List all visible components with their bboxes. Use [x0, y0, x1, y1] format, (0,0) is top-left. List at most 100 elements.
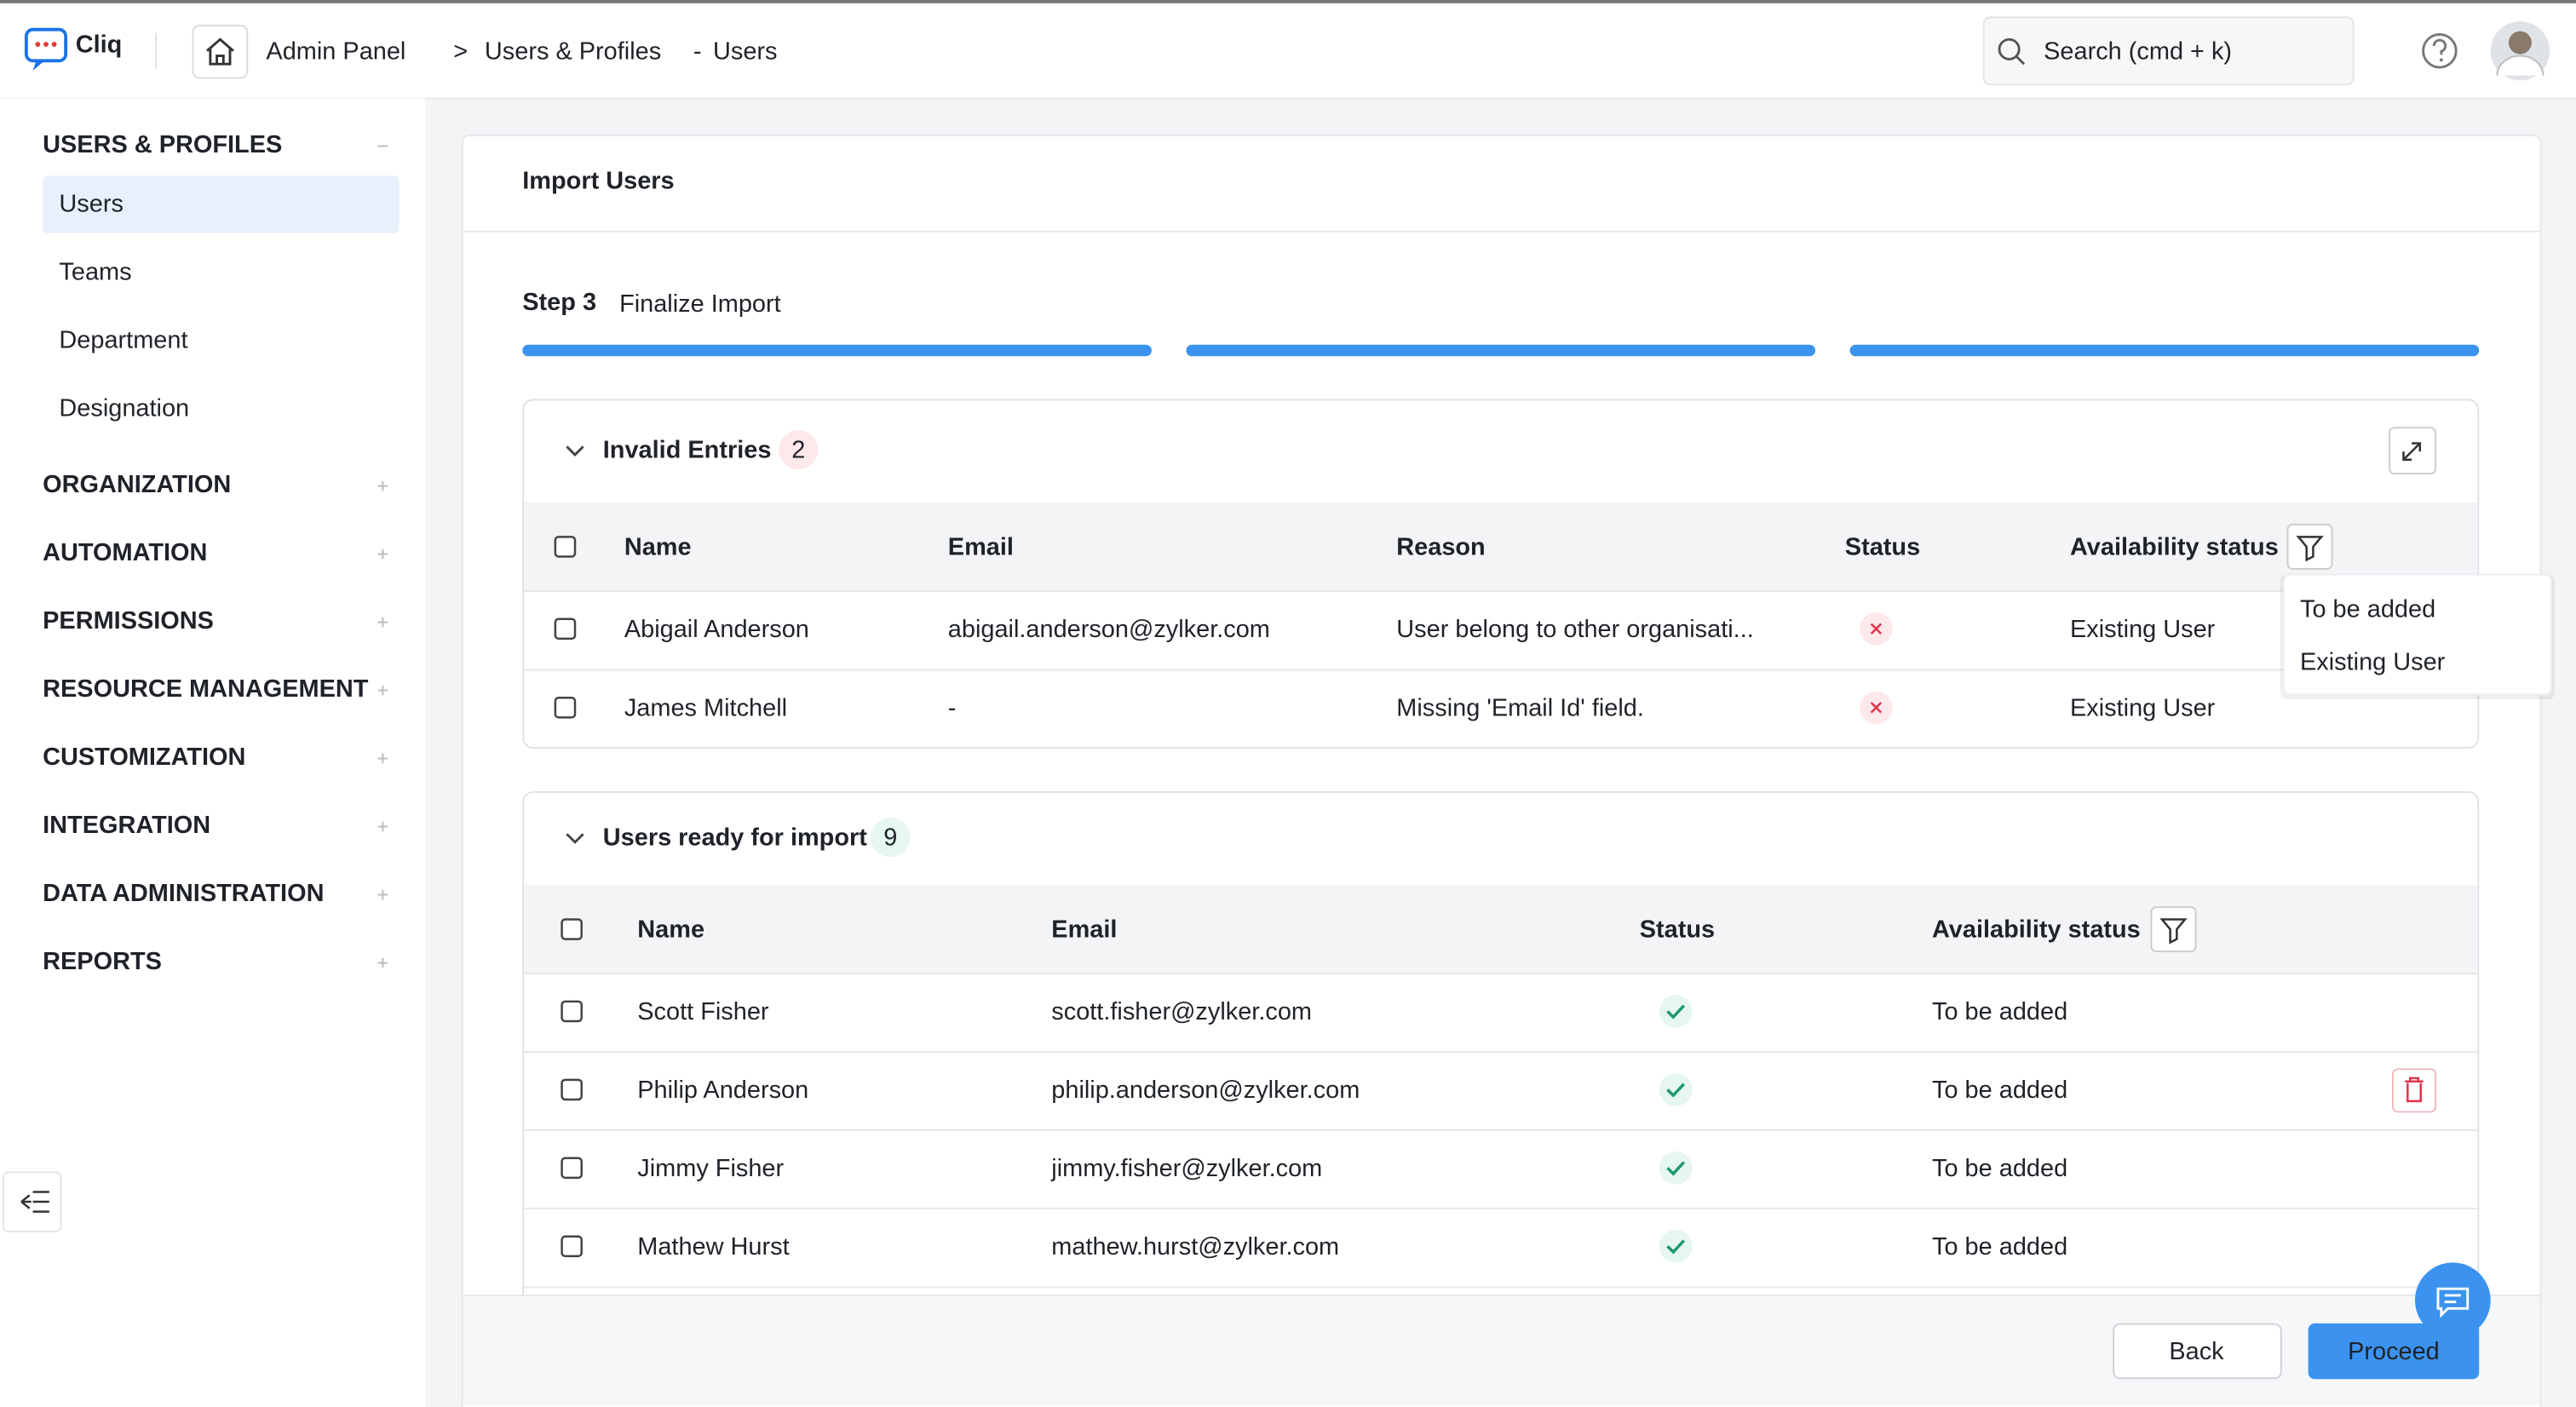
filter-icon: [2159, 918, 2188, 945]
filter-icon: [2296, 536, 2324, 562]
cell-name: James Mitchell: [624, 694, 787, 721]
column-header: Email: [1051, 916, 1117, 944]
cell-availability: To be added: [1932, 1155, 2067, 1182]
checkbox[interactable]: [561, 1078, 583, 1101]
breadcrumb-item[interactable]: Users & Profiles: [485, 37, 661, 65]
cell-name: Abigail Anderson: [624, 616, 809, 643]
cell-name: Mathew Hurst: [637, 1233, 789, 1261]
proceed-button-label[interactable]: Proceed: [2348, 1338, 2440, 1365]
sidebar-section[interactable]: PERMISSIONS: [43, 607, 214, 635]
sidebar-item[interactable]: Department: [59, 327, 187, 354]
status-valid: [1659, 995, 1693, 1028]
cell-email: philip.anderson@zylker.com: [1051, 1077, 1360, 1104]
search-box[interactable]: [1982, 16, 2355, 86]
sidebar-item[interactable]: Users: [59, 191, 124, 218]
column-header: Availability status: [1932, 916, 2141, 944]
status-valid: [1659, 1230, 1693, 1263]
home-button[interactable]: [192, 24, 249, 79]
status-valid: [1659, 1073, 1693, 1106]
sidebar-section[interactable]: RESOURCE MANAGEMENT: [43, 675, 369, 703]
cell-availability: Existing User: [2070, 694, 2216, 721]
sidebar-item[interactable]: Teams: [59, 259, 131, 286]
cell-reason: Missing 'Email Id' field.: [1396, 694, 1644, 721]
sidebar-item[interactable]: Designation: [59, 395, 189, 422]
back-button-label[interactable]: Back: [2169, 1338, 2224, 1365]
back-button[interactable]: [2113, 1323, 2282, 1380]
collapse-chevron[interactable]: [566, 833, 584, 844]
sidebar-collapse[interactable]: [2, 1171, 62, 1232]
status-valid-check: [1666, 1239, 1686, 1255]
delete-button[interactable]: [2392, 1068, 2437, 1113]
sidebar-section[interactable]: REPORTS: [43, 948, 162, 975]
app-name: Cliq: [76, 32, 123, 59]
status-valid: [1659, 1151, 1693, 1185]
cell-availability: To be added: [1932, 1077, 2067, 1104]
count-badge-text: 9: [883, 824, 897, 852]
sidebar-item-selected: [43, 175, 400, 233]
panel-title: Users ready for import: [603, 824, 867, 852]
column-header: Reason: [1396, 533, 1485, 560]
count-badge: [871, 817, 911, 858]
column-header: Status: [1845, 533, 1920, 560]
help-icon[interactable]: [2422, 33, 2458, 69]
status-valid-check: [1666, 1161, 1686, 1176]
checkbox[interactable]: [554, 536, 577, 558]
count-badge: [779, 430, 819, 470]
cell-reason: User belong to other organisati...: [1396, 616, 1753, 643]
content: Cliq Admin Panel > Users & Profiles - Users Se…: [43, 32, 2555, 1406]
step: Step 3: [522, 289, 596, 316]
count-badge-text: 2: [791, 437, 805, 464]
checkbox[interactable]: [561, 1235, 583, 1258]
page-title: Import Users: [522, 168, 674, 195]
avatar[interactable]: [2490, 21, 2550, 81]
cell-availability: To be added: [1932, 1233, 2067, 1261]
sidebar-section[interactable]: ORGANIZATION: [43, 471, 231, 498]
collapse-chevron[interactable]: [566, 445, 584, 457]
step-label: Finalize Import: [619, 290, 781, 318]
checkbox[interactable]: [561, 1157, 583, 1180]
expand-icon: [2402, 442, 2422, 461]
search-placeholder: Search (cmd + k): [2044, 37, 2232, 65]
progress-step: [1186, 344, 1816, 357]
sidebar-section[interactable]: DATA ADMINISTRATION: [43, 880, 324, 907]
column-header: Email: [948, 533, 1014, 560]
sidebar-section[interactable]: INTEGRATION: [43, 812, 210, 839]
checkbox[interactable]: [554, 697, 577, 719]
filter-option[interactable]: To be added: [2300, 596, 2435, 623]
column-header: Status: [1640, 916, 1715, 944]
chat-button[interactable]: [2415, 1262, 2491, 1339]
ready-panel: [522, 791, 2480, 1385]
sidebar-section[interactable]: AUTOMATION: [43, 539, 207, 566]
filter-button[interactable]: [2286, 523, 2333, 570]
breadcrumb-item: Users: [713, 37, 778, 65]
filter-dropdown: [2282, 573, 2553, 696]
column-header: Name: [624, 533, 692, 560]
checkbox[interactable]: [561, 1000, 583, 1023]
cell-email: abigail.anderson@zylker.com: [948, 616, 1270, 643]
sidebar-section[interactable]: USERS & PROFILES: [43, 131, 282, 158]
status-valid-check: [1666, 1004, 1686, 1019]
checkbox[interactable]: [561, 918, 583, 940]
breadcrumb-item[interactable]: Admin Panel: [266, 37, 405, 65]
cell-availability: To be added: [1932, 998, 2067, 1025]
cell-name: Scott Fisher: [637, 998, 769, 1025]
chat-icon: [2436, 1287, 2470, 1318]
breadcrumb-item: -: [693, 37, 702, 65]
cell-email: jimmy.fisher@zylker.com: [1050, 1155, 1322, 1182]
sidebar-section[interactable]: CUSTOMIZATION: [43, 744, 245, 771]
filter-option[interactable]: Existing User: [2300, 648, 2446, 675]
column-header: Name: [637, 916, 704, 944]
progress-step: [522, 344, 1152, 357]
filter-button[interactable]: [2150, 906, 2197, 953]
checkbox[interactable]: [554, 617, 577, 640]
status-valid-check: [1666, 1083, 1686, 1098]
cell-email: mathew.hurst@zylker.com: [1051, 1233, 1339, 1261]
logo-icon: [24, 27, 68, 71]
proceed-button[interactable]: [2308, 1323, 2480, 1380]
table-header: [524, 502, 2478, 591]
delete-icon: [2405, 1077, 2424, 1103]
cell-email: scott.fisher@zylker.com: [1051, 998, 1312, 1025]
